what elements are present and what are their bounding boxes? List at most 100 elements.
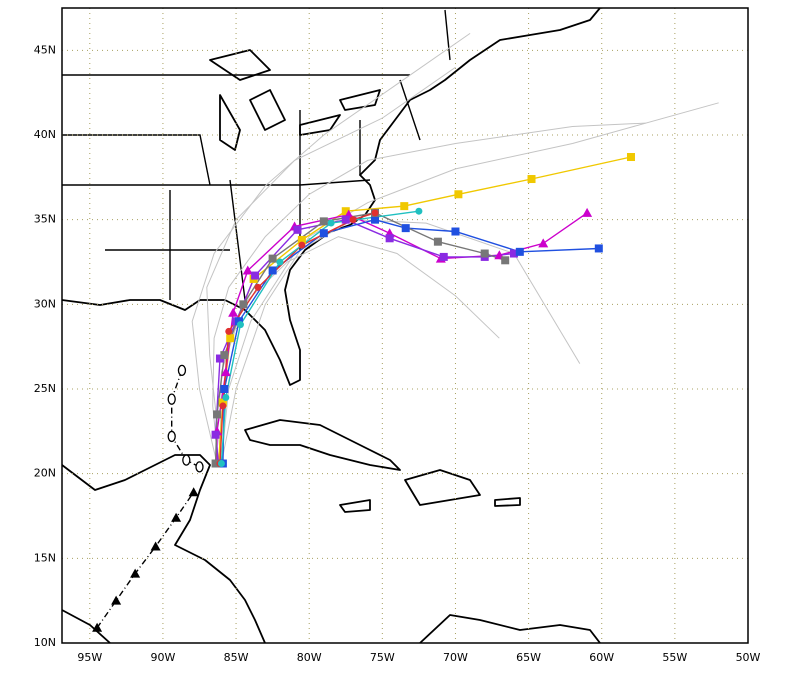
track-marker	[439, 252, 448, 261]
y-tick-label: 35N	[34, 213, 56, 226]
track-marker	[538, 238, 549, 248]
track-marker	[433, 237, 442, 246]
track-marker	[385, 234, 394, 243]
x-tick-label: 95W	[77, 651, 102, 664]
track-line	[191, 32, 471, 464]
puerto-rico	[494, 497, 521, 507]
track-marker	[211, 430, 220, 439]
track-line	[216, 212, 588, 464]
track-line	[219, 212, 376, 464]
track-line	[222, 218, 599, 464]
cuba	[244, 419, 401, 471]
y-tick-label: 30N	[34, 297, 56, 310]
track-marker	[594, 244, 603, 253]
y-tick-label: 40N	[34, 128, 56, 141]
track-line	[219, 236, 500, 462]
track-line	[212, 122, 646, 464]
track-marker	[297, 235, 306, 244]
track-marker	[217, 460, 225, 468]
track-marker	[254, 283, 262, 291]
y-tick-label: 15N	[34, 551, 56, 564]
frame	[61, 7, 749, 644]
track-marker	[298, 241, 306, 249]
track-marker	[400, 202, 409, 211]
track-marker	[242, 265, 253, 275]
track-marker	[341, 215, 350, 224]
track-marker	[327, 219, 335, 227]
track-marker	[92, 622, 103, 632]
track-marker	[215, 354, 224, 363]
x-tick-label: 80W	[297, 651, 322, 664]
track-marker	[226, 334, 235, 343]
track-marker	[220, 351, 229, 360]
y-tick-label: 25N	[34, 382, 56, 395]
x-tick-label: 50W	[736, 651, 761, 664]
track-marker	[509, 249, 518, 258]
track-marker	[501, 256, 510, 265]
track-marker	[182, 454, 191, 466]
track-marker	[515, 247, 524, 256]
track-marker	[111, 595, 122, 605]
track-marker	[195, 461, 204, 473]
hispaniola	[404, 469, 481, 506]
track-line	[96, 491, 195, 629]
south-america	[419, 614, 601, 644]
track-marker	[268, 266, 277, 275]
track-marker	[228, 307, 239, 317]
x-tick-label: 70W	[443, 651, 468, 664]
x-tick-label: 90W	[150, 651, 175, 664]
x-tick-label: 85W	[224, 651, 249, 664]
track-marker	[451, 227, 460, 236]
track-marker	[167, 393, 176, 405]
x-tick-label: 55W	[662, 651, 687, 664]
track-line	[206, 66, 456, 464]
track-marker	[319, 229, 328, 238]
track-marker	[527, 175, 536, 184]
track-marker	[225, 327, 233, 335]
track-marker	[222, 393, 230, 401]
track-marker	[239, 300, 248, 309]
track-marker	[167, 430, 176, 443]
track-marker	[236, 321, 244, 329]
borders	[62, 9, 451, 301]
track-marker	[220, 385, 229, 393]
coastlines	[61, 7, 601, 644]
track-line	[214, 218, 515, 464]
x-tick-label: 60W	[589, 651, 614, 664]
track-marker	[150, 541, 161, 551]
track-marker	[171, 512, 182, 522]
x-tick-label: 75W	[370, 651, 395, 664]
track-marker	[319, 217, 328, 226]
central-america	[61, 454, 266, 644]
track-marker	[130, 568, 141, 578]
track-marker	[213, 410, 222, 419]
track-marker	[268, 254, 277, 263]
track-line	[217, 156, 632, 464]
track-marker	[349, 216, 357, 224]
track-marker	[211, 459, 220, 468]
track-marker	[188, 487, 199, 497]
jamaica	[339, 499, 371, 513]
track-line	[220, 102, 719, 464]
y-tick-label: 10N	[34, 636, 56, 649]
track-marker	[293, 225, 302, 234]
track-marker	[177, 364, 187, 377]
track-marker	[582, 207, 593, 217]
track-marker	[626, 153, 635, 162]
track-marker	[219, 402, 227, 410]
track-line	[171, 370, 200, 468]
y-tick-label: 20N	[34, 467, 56, 480]
x-tick-label: 65W	[516, 651, 541, 664]
track-marker	[220, 367, 231, 377]
track-marker	[480, 249, 489, 258]
track-marker	[276, 258, 284, 266]
great-lakes	[209, 49, 381, 151]
track-marker	[401, 224, 410, 233]
track-marker	[234, 317, 243, 326]
us-coast	[61, 7, 601, 386]
track-marker	[454, 190, 463, 199]
track-marker	[415, 207, 423, 215]
track-marker	[371, 215, 380, 224]
